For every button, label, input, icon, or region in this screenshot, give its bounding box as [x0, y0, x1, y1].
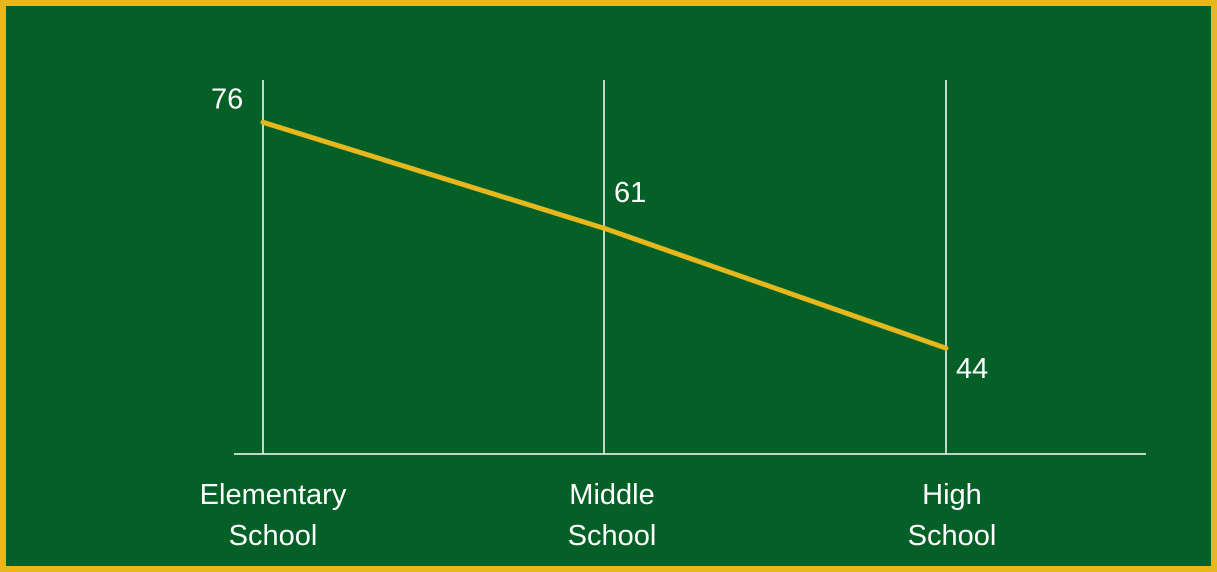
- data-labels: 76 61 44: [211, 83, 988, 385]
- data-label-0: 76: [211, 83, 243, 115]
- x-axis-tick-labels: Elementary School Middle School High School: [200, 479, 997, 552]
- category-gridlines: [262, 80, 947, 454]
- category-label-0: Elementary School: [200, 479, 347, 552]
- data-label-2: 44: [956, 353, 988, 385]
- category-label-1: Middle School: [568, 479, 657, 552]
- data-label-1: 61: [614, 177, 646, 209]
- series-line: [260, 119, 949, 351]
- category-label-2: High School: [908, 479, 997, 552]
